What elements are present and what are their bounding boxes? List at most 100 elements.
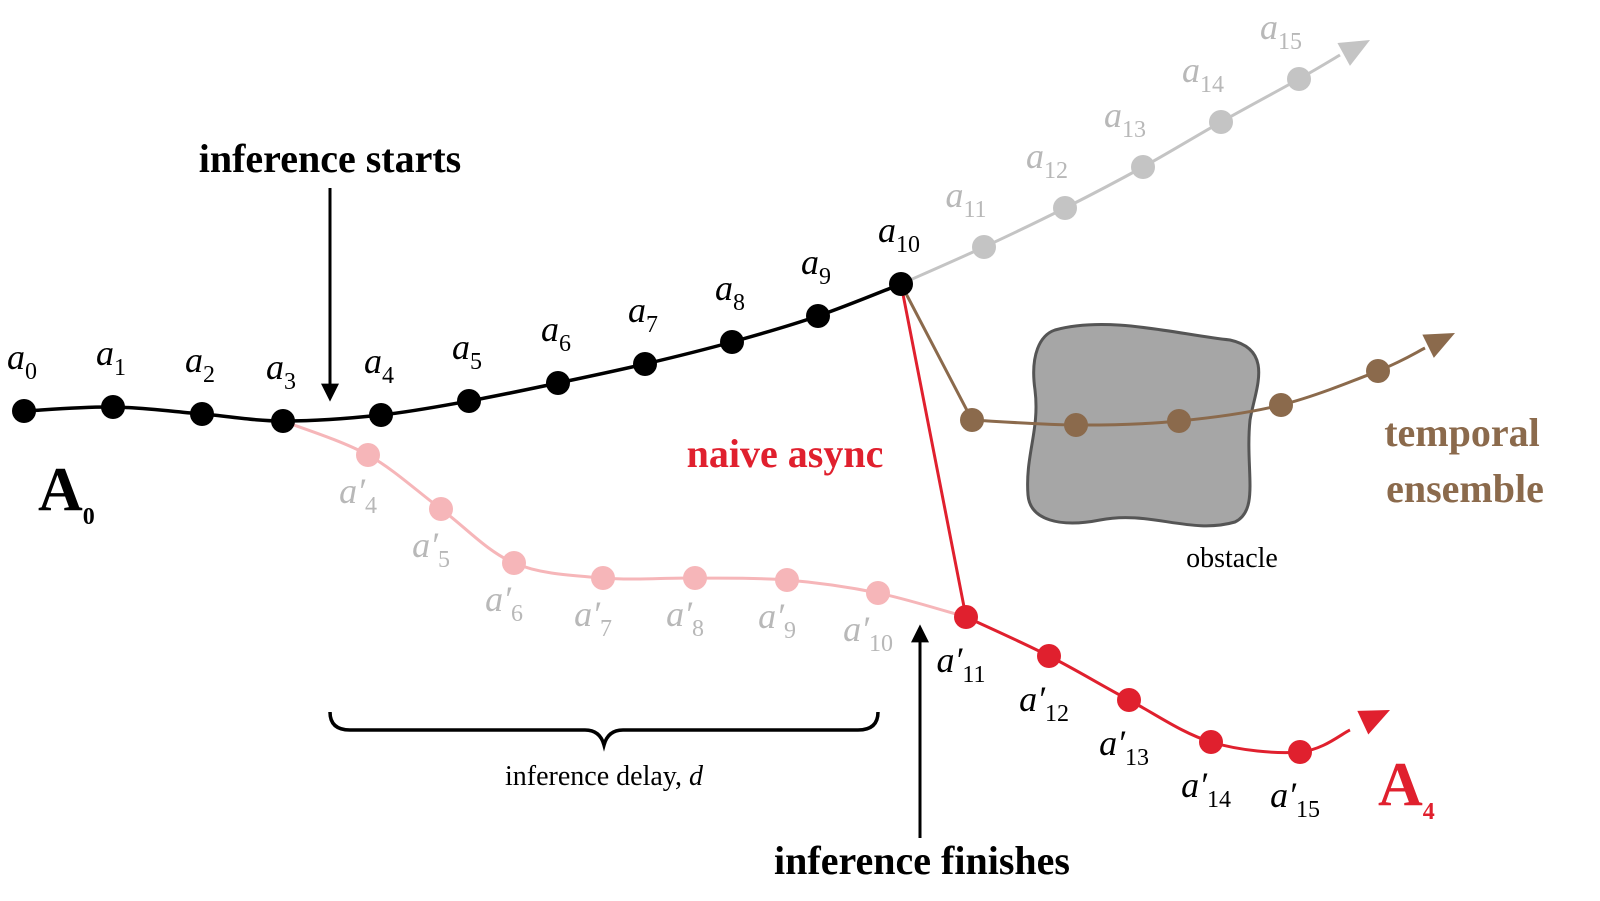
action-sub: 9 [784,618,796,644]
action-sub: 3 [284,369,296,395]
action-sub: 13 [1125,745,1149,771]
action-base: a [1260,7,1278,47]
arrow-head [1422,333,1455,358]
action-base: a [266,347,284,387]
action-sub: 1 [114,355,126,381]
revised-dot [502,551,526,575]
action-dot [806,304,830,328]
action-label: a1 [96,333,126,381]
revised-dot [866,581,890,605]
revised-dot [429,497,453,521]
action-sub: 6 [559,331,571,357]
action-base: a [1026,136,1044,176]
action-base: a [801,242,819,282]
chunk-label: A0 [38,456,95,530]
action-sub: 5 [470,349,482,375]
delay-brace [328,711,880,752]
chunk-letter: A [1378,751,1423,819]
action-label: a3 [266,347,296,395]
action-base: a [185,340,203,380]
action-sub: 11 [962,662,985,688]
ensemble-dot [1167,409,1191,433]
action-label: a8 [715,268,745,316]
chunk-letter: A [38,456,83,524]
delay-text: inference delay, [505,761,689,792]
action-sub: 15 [1296,797,1320,823]
ensemble-dot [960,408,984,432]
temporal-label: temporal [1384,410,1540,455]
action-label: a′10 [843,609,893,657]
revised-dot [1037,644,1061,668]
action-base: a [1104,95,1122,135]
action-dot [271,409,295,433]
action-label: a6 [541,309,571,357]
action-label: a13 [1104,95,1146,143]
naive-label: naive async [687,431,884,476]
action-sub: 15 [1278,29,1302,55]
action-label: a′8 [666,594,704,642]
action-base: a′ [574,594,601,634]
ensemble-dot [1269,393,1293,417]
action-base: a′ [1270,775,1297,815]
action-base: a [945,175,963,215]
action-base: a′ [937,640,964,680]
action-sub: 9 [819,264,831,290]
delay-symbol: d [689,761,704,792]
revised-dot [775,568,799,592]
action-dot [889,272,913,296]
revised-dot [954,605,978,629]
action-base: a [715,268,733,308]
action-dot [1053,196,1077,220]
action-dot [633,352,657,376]
action-base: a [452,327,470,367]
action-sub: 4 [382,363,394,389]
finish-label: inference finishes [774,838,1070,883]
action-label: a7 [628,290,658,338]
action-sub: 14 [1200,72,1224,98]
gray-trajectory [900,53,1341,286]
chunk-sub: 4 [1423,799,1435,825]
revised-dot [591,566,615,590]
action-base: a [1182,50,1200,90]
action-label: a12 [1026,136,1068,184]
action-label: a14 [1182,50,1224,98]
action-sub: 7 [600,616,612,642]
action-label: a9 [801,242,831,290]
action-label: a15 [1260,7,1302,55]
action-sub: 12 [1045,701,1069,727]
action-dot [546,371,570,395]
revised-dot [1288,740,1312,764]
action-label: a′4 [339,471,377,519]
action-dot [972,235,996,259]
action-base: a [628,290,646,330]
action-base: a′ [339,471,366,511]
action-label: a0 [7,337,37,385]
revised-dot [683,566,707,590]
revised-dot [1117,688,1141,712]
action-sub: 7 [646,312,658,338]
action-sub: 8 [692,616,704,642]
action-dot [101,395,125,419]
action-sub: 4 [365,493,377,519]
action-base: a [96,333,114,373]
action-label: a′12 [1019,679,1069,727]
action-sub: 0 [25,359,37,385]
action-label: a′13 [1099,723,1149,771]
action-sub: 2 [203,362,215,388]
action-label: a11 [945,175,986,223]
action-base: a′ [1019,679,1046,719]
action-dot [369,403,393,427]
action-dot [720,330,744,354]
action-base: a′ [412,525,439,565]
action-base: a′ [1181,765,1208,805]
obstacle-label: obstacle [1186,543,1278,574]
ensemble-label: ensemble [1386,466,1544,511]
action-dot [1209,110,1233,134]
action-sub: 10 [896,232,920,258]
action-label: a′14 [1181,765,1231,813]
delay-label: inference delay, d [505,761,704,792]
arrow-head [1337,40,1370,66]
action-base: a′ [666,594,693,634]
action-label: a′15 [1270,775,1320,823]
